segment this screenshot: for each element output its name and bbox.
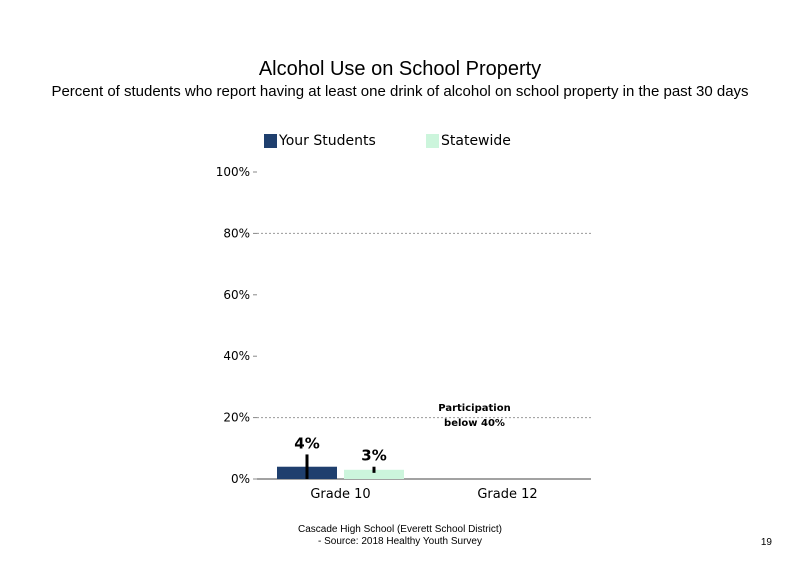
footer-source: - Source: 2018 Healthy Youth Survey [318, 536, 482, 547]
footer: Cascade High School (Everett School Dist… [200, 524, 600, 548]
footer-school: Cascade High School (Everett School Dist… [298, 524, 502, 535]
legend: Your Students Statewide [0, 133, 800, 153]
y-tick-label: 100% [216, 165, 250, 179]
data-label: 3% [361, 447, 386, 465]
legend-label-your-students: Your Students [279, 133, 376, 149]
legend-label-statewide: Statewide [441, 133, 511, 149]
chart-title: Alcohol Use on School Property [258, 58, 542, 80]
participation-note-line1: Participation [438, 403, 510, 414]
y-tick-label: 0% [231, 472, 250, 486]
data-label: 4% [294, 434, 319, 452]
x-category-label: Grade 10 [310, 487, 370, 502]
x-category-label: Grade 12 [477, 487, 537, 502]
page-number: 19 [760, 537, 772, 548]
legend-item-your-students: Your Students [264, 133, 376, 149]
y-tick-label: 40% [223, 349, 250, 363]
y-tick-label: 20% [223, 411, 250, 425]
participation-note-line2: below 40% [444, 418, 505, 429]
bar [344, 469, 404, 479]
legend-item-statewide: Statewide [426, 133, 511, 149]
legend-swatch-statewide [426, 134, 439, 148]
y-tick-label: 60% [223, 288, 250, 302]
legend-swatch-your-students [264, 134, 277, 148]
y-tick-label: 80% [223, 226, 250, 240]
chart-subtitle: Percent of students who report having at… [51, 83, 749, 100]
